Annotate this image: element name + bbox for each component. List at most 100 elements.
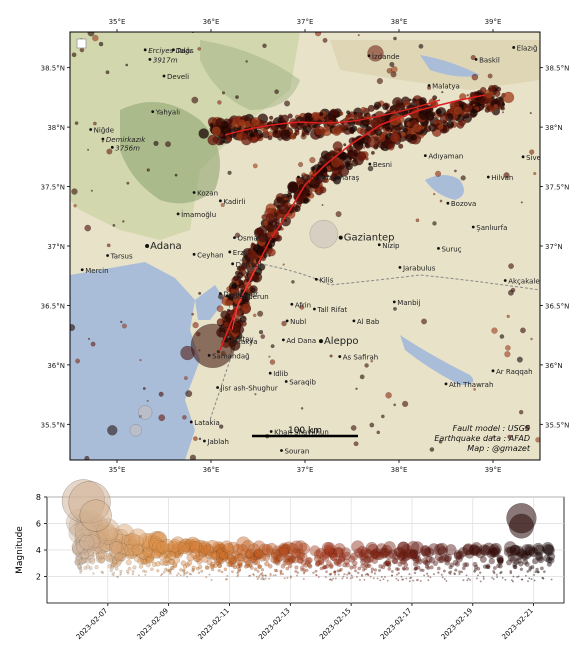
earthquake-dot xyxy=(84,455,90,460)
earthquake-dot xyxy=(190,323,236,369)
magnitude-point xyxy=(466,579,469,582)
dead-sea-fault xyxy=(231,259,261,331)
magnitude-point xyxy=(334,577,337,580)
magnitude-point xyxy=(94,565,99,570)
city-dot xyxy=(143,48,147,52)
magnitude-point xyxy=(88,566,93,571)
city-label: 3917m xyxy=(153,56,178,64)
y-tick-label: 6 xyxy=(36,520,41,529)
earthquake-dot xyxy=(319,112,324,117)
earthquake-dot xyxy=(319,186,327,194)
magnitude-point xyxy=(483,542,495,555)
earthquake-dot xyxy=(146,399,149,402)
earthquake-dot xyxy=(121,323,127,329)
city-label: Akçakale xyxy=(508,277,539,285)
magnitude-point xyxy=(501,576,504,579)
magnitude-point xyxy=(465,574,468,577)
earthquake-dot xyxy=(304,116,312,124)
magnitude-point xyxy=(223,567,228,571)
earthquake-dot xyxy=(502,91,515,104)
magnitude-point xyxy=(145,562,151,568)
magnitude-point xyxy=(370,567,375,571)
earthquake-dot xyxy=(355,387,358,390)
earthquake-dot xyxy=(234,232,241,238)
magnitude-point xyxy=(179,574,182,577)
magnitude-point xyxy=(492,578,495,580)
earthquake-dot xyxy=(466,94,469,97)
earthquake-dot xyxy=(306,174,310,178)
city-dot xyxy=(172,48,175,52)
earthquake-dot xyxy=(533,171,537,176)
magnitude-point xyxy=(264,574,267,577)
magnitude-point xyxy=(471,545,483,557)
magnitude-point xyxy=(498,564,503,569)
magnitude-point xyxy=(144,570,148,574)
magnitude-point xyxy=(79,571,82,574)
earthquake-dot xyxy=(250,262,254,265)
earthquake-dot xyxy=(529,149,535,155)
magnitude-point xyxy=(445,580,448,582)
magnitude-point xyxy=(391,557,398,564)
earthquake-dot xyxy=(322,37,328,43)
earthquake-dot xyxy=(87,32,95,37)
magnitude-point xyxy=(413,571,417,575)
magnitude-point xyxy=(217,569,221,573)
city-label: Kilis xyxy=(319,276,333,284)
earthquake-dot xyxy=(217,100,222,105)
magnitude-point xyxy=(405,577,408,580)
magnitude-point xyxy=(236,544,249,556)
earthquake-dot xyxy=(376,78,383,85)
magnitude-point xyxy=(395,567,399,571)
magnitude-point xyxy=(412,579,415,582)
earthquake-dot xyxy=(338,148,343,152)
earthquake-dot xyxy=(432,95,438,101)
magnitude-point xyxy=(75,556,82,564)
magnitude-point xyxy=(109,569,113,573)
magnitude-point xyxy=(185,571,189,574)
earthquake-dot xyxy=(293,205,301,213)
magnitude-point xyxy=(427,579,430,582)
earthquake-dot xyxy=(339,111,344,116)
city-label: Antakya xyxy=(229,338,257,346)
magnitude-point xyxy=(220,570,224,574)
earthquake-dot xyxy=(367,136,379,148)
magnitude-point xyxy=(415,579,418,582)
magnitude-point xyxy=(324,576,327,579)
magnitude-point xyxy=(255,575,258,578)
magnitude-point xyxy=(342,562,348,568)
earthquake-dot xyxy=(329,354,333,358)
earthquake-dot xyxy=(71,188,78,195)
magnitude-point xyxy=(390,574,393,577)
magnitude-point xyxy=(291,548,301,558)
city-dot xyxy=(148,57,152,61)
magnitude-point xyxy=(115,552,124,561)
earthquake-dot xyxy=(369,422,375,428)
earthquake-dot xyxy=(460,175,466,181)
magnitude-point xyxy=(342,575,345,578)
magnitude-point xyxy=(272,574,275,577)
city-label: Talas xyxy=(175,47,194,55)
city-dot xyxy=(162,74,166,78)
magnitude-point xyxy=(328,563,334,568)
magnitude-point xyxy=(226,578,228,581)
magnitude-point xyxy=(237,574,240,576)
magnitude-point xyxy=(401,566,406,571)
city-dot xyxy=(176,212,180,216)
earthquake-dot xyxy=(165,141,171,148)
magnitude-point xyxy=(534,570,538,574)
magnitude-point xyxy=(314,569,318,573)
earthquake-dot xyxy=(291,280,295,284)
earthquake-dot xyxy=(258,329,264,335)
magnitude-point xyxy=(131,573,134,576)
earthquake-dot xyxy=(349,157,353,161)
magnitude-point xyxy=(347,571,351,574)
city-dot xyxy=(290,302,294,306)
magnitude-point xyxy=(145,556,153,564)
magnitude-point xyxy=(524,574,527,577)
city-label: Bozova xyxy=(451,200,476,208)
magnitude-point xyxy=(504,578,507,581)
city-label: Afrin xyxy=(295,301,311,309)
magnitude-point xyxy=(334,560,340,566)
earthquake-dot xyxy=(215,117,226,128)
x-tick-label: 2023-02-21 xyxy=(501,607,535,641)
